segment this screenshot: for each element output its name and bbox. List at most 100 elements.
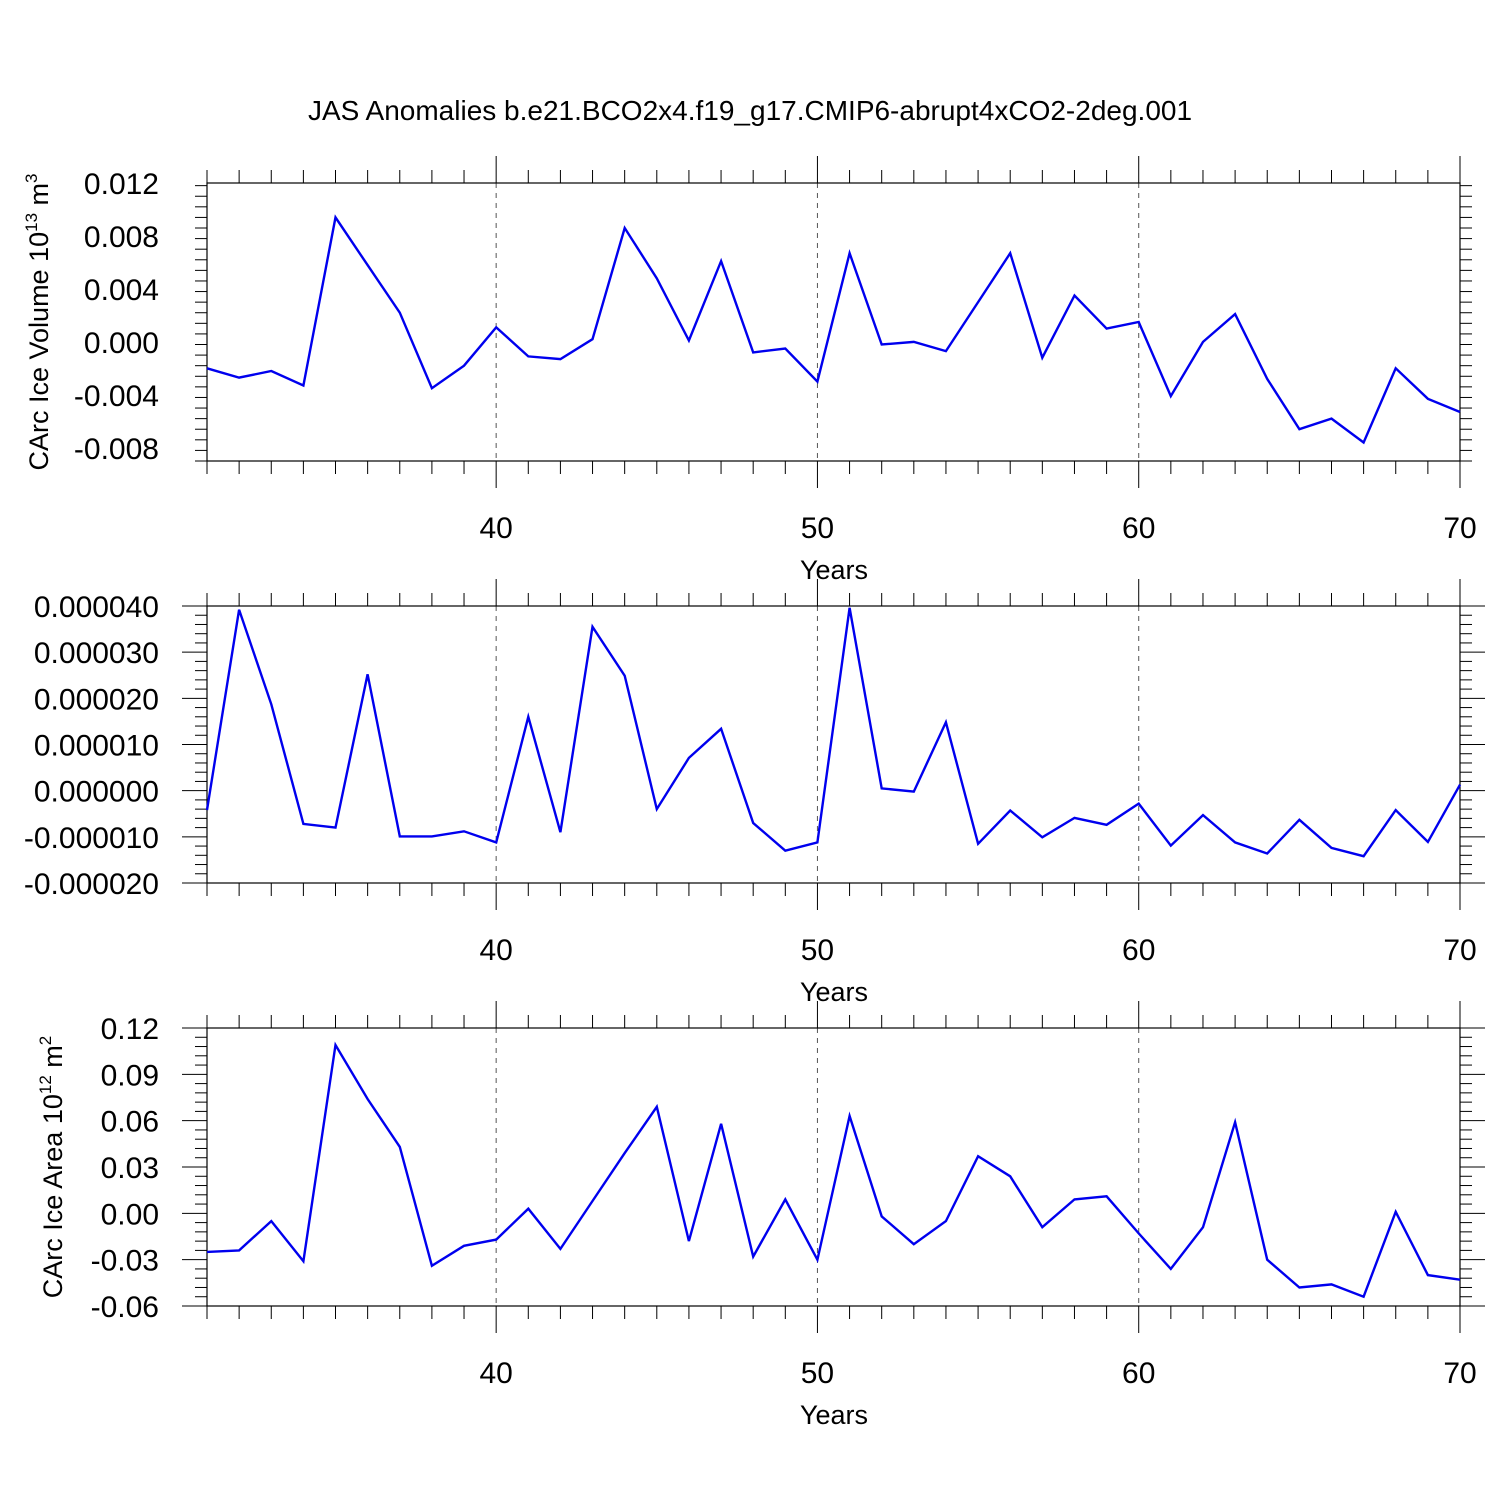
data-point [431,1265,433,1267]
data-series-line-1 [206,214,1461,445]
y-axis-label-part: CArc Ice Area 10 [38,1094,68,1298]
data-point [720,728,722,730]
data-point [752,822,754,824]
data-point [1234,1121,1236,1123]
data-point [270,703,272,705]
data-point [945,721,947,723]
y-tick-label: -0.06 [91,1291,159,1324]
x-tick-label: 50 [801,512,834,545]
data-point [945,350,947,352]
data-point [816,380,818,382]
y-axis-label-part: CArc Ice Volume 10 [24,232,54,471]
data-point [1395,809,1397,811]
data-point [206,367,208,369]
y-tick-label: 0.000000 [34,776,159,809]
y-axis-label-part: m [38,1045,68,1075]
data-point [1266,378,1268,380]
data-point [720,260,722,262]
data-point [1234,313,1236,315]
x-axis-label: Years [800,977,868,1007]
y-axis-label-part: 3 [22,173,41,182]
data-point [688,1240,690,1242]
data-point [945,1220,947,1222]
data-point [1234,841,1236,843]
data-point [591,338,593,340]
data-point [527,716,529,718]
data-point [559,831,561,833]
y-tick-label: 0.000 [84,327,159,360]
data-series-line-2 [205,607,1462,858]
y-tick-label: -0.008 [74,433,159,466]
y-tick-label: -0.000010 [24,822,159,855]
data-point [206,809,208,811]
data-point [302,384,304,386]
data-point [399,312,401,314]
data-point [270,1220,272,1222]
x-tick-label: 50 [801,1357,834,1390]
y-tick-label: 0.12 [101,1013,159,1046]
data-point [1427,1274,1429,1276]
data-point [880,787,882,789]
data-point [1170,1268,1172,1270]
data-point [784,347,786,349]
plot-frame [206,1027,1461,1307]
data-point [463,830,465,832]
data-point [1362,855,1364,857]
data-point [977,301,979,303]
x-tick-label: 40 [479,1357,512,1390]
data-point [1395,367,1397,369]
data-point [1459,1279,1461,1281]
data-point [848,1115,850,1117]
data-point [1073,817,1075,819]
data-point [848,607,850,609]
data-point [1362,1296,1364,1298]
data-point [977,1155,979,1157]
data-point [1105,824,1107,826]
y-tick-label: -0.03 [91,1245,159,1278]
data-point [1202,814,1204,816]
data-point [399,835,401,837]
x-tick-label: 60 [1122,934,1155,967]
data-point [880,343,882,345]
data-point [720,1123,722,1125]
data-point [1041,1226,1043,1228]
data-point [913,1243,915,1245]
data-point [1138,802,1140,804]
y-tick-label: 0.000040 [34,591,159,624]
y-tick-label: -0.004 [74,380,159,413]
data-point [752,351,754,353]
panel-2: -0.000020 -0.000010 0.000000 0.000010 0.0000… [24,579,1485,1007]
data-point [527,355,529,357]
x-tick-label: 70 [1443,1357,1476,1390]
data-point [1427,841,1429,843]
plot-frame [206,182,1461,462]
y-axis-label: CArc Ice Volume 1013 m3 [22,173,54,470]
x-axis-label: Years [800,555,868,585]
data-point [1105,327,1107,329]
panel-1: -0.008 -0.004 0.000 0.004 0.008 0.012 40 50 60 70… [22,156,1477,585]
data-point [495,841,497,843]
panels: -0.008 -0.004 0.000 0.004 0.008 0.012 40 50 60 70… [22,156,1485,1430]
data-point [238,376,240,378]
data-point [1330,417,1332,419]
y-tick-label: -0.000020 [24,868,159,901]
data-point [880,1215,882,1217]
data-series-line-3 [206,1041,1461,1299]
x-tick-label: 70 [1443,512,1476,545]
data-point [1073,294,1075,296]
data-point [559,358,561,360]
data-point [623,1152,625,1154]
data-point [463,1245,465,1247]
x-tick-label: 60 [1122,1357,1155,1390]
data-point [848,252,850,254]
data-point [238,1249,240,1251]
data-point [495,1238,497,1240]
x-tick-label: 40 [479,934,512,967]
data-point [623,675,625,677]
data-point [656,277,658,279]
data-point [816,1258,818,1260]
data-point [302,1260,304,1262]
y-tick-label: 0.004 [84,274,159,307]
data-point [1459,783,1461,785]
